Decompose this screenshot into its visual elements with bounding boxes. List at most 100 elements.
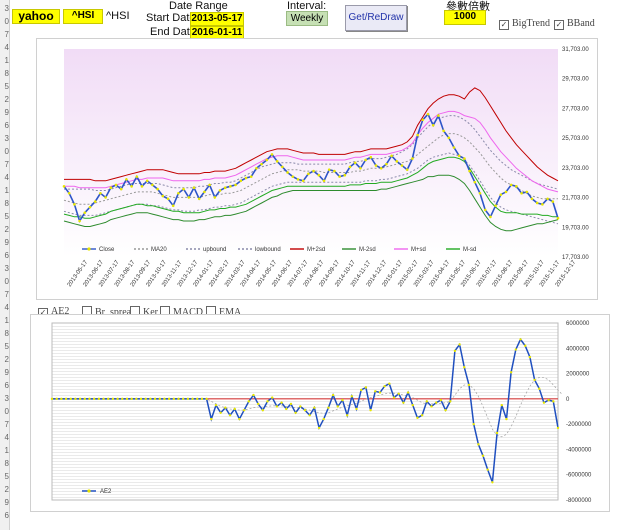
ae2-point: [547, 398, 550, 402]
series-lowbound: [63, 152, 559, 225]
ae2-point: [364, 386, 368, 389]
ae2-point: [74, 397, 77, 401]
ae2-point: [327, 406, 330, 409]
ae2-point: [285, 407, 288, 411]
ae2-point: [538, 387, 541, 390]
start-date-field[interactable]: 2013-05-17: [190, 12, 244, 26]
ae2-point: [219, 411, 222, 414]
row-number: 1: [4, 316, 9, 325]
close-point: [400, 164, 404, 167]
close-point: [119, 187, 123, 191]
close-point: [437, 114, 440, 117]
option-label: AE2: [51, 306, 70, 317]
ae2-point: [434, 401, 438, 404]
close-point: [187, 196, 191, 199]
close-point: [327, 168, 331, 171]
ae2-point: [467, 383, 471, 387]
legend-label: M+2sd: [307, 247, 325, 253]
ae2-point: [322, 417, 325, 421]
option-label: MACD: [173, 307, 204, 318]
close-point: [161, 194, 165, 198]
close-point: [99, 191, 102, 195]
ae2-point: [102, 397, 105, 401]
row-number: 1: [4, 446, 9, 455]
close-point: [265, 158, 269, 162]
ae2-point: [111, 397, 115, 401]
ae2-point: [369, 409, 372, 412]
legend-marker: [87, 489, 91, 493]
ae2-point: [247, 400, 250, 403]
y-tick-label: 23,703.00: [562, 166, 589, 172]
row-number: 7: [4, 290, 9, 299]
close-point: [411, 157, 414, 160]
row-number: 3: [4, 134, 9, 143]
close-point: [520, 191, 523, 195]
close-point: [312, 169, 315, 173]
row-number: 0: [4, 147, 9, 156]
close-point: [135, 175, 139, 178]
y-tick-label: 6000000: [566, 321, 590, 327]
close-point: [140, 185, 144, 188]
close-point: [229, 185, 232, 188]
close-point: [504, 190, 508, 194]
y-tick-label: 31,703.00: [562, 47, 589, 53]
ae2-point: [139, 397, 143, 401]
close-point: [93, 200, 97, 203]
close-point: [239, 179, 243, 183]
ae2-point: [514, 348, 518, 351]
ae2-point: [341, 398, 344, 402]
row-number: 0: [4, 17, 9, 26]
ae2-point: [177, 397, 180, 401]
ae2-point: [224, 406, 227, 409]
close-point: [281, 165, 284, 169]
ae2-point: [214, 403, 218, 407]
ae2-point: [167, 397, 171, 401]
close-point: [447, 136, 451, 140]
legend-label: M-2sd: [359, 247, 376, 253]
close-point: [223, 186, 227, 190]
bband-checkbox[interactable]: ✓ BBand: [554, 18, 595, 30]
close-point: [369, 155, 373, 159]
symbol-field[interactable]: ^HSI: [63, 9, 103, 24]
ae2-point: [388, 382, 391, 385]
ae2-point: [107, 397, 110, 401]
close-point: [426, 112, 430, 116]
close-point: [83, 211, 87, 214]
close-point: [62, 185, 66, 188]
source-field[interactable]: yahoo: [12, 9, 60, 24]
row-number: 7: [4, 30, 9, 39]
ae2-indicator-chart: 6000000 4000000 2000000 0 -2000000 -4000000 -6…: [30, 314, 610, 512]
close-point: [67, 191, 71, 195]
ae2-point: [289, 402, 293, 406]
close-point: [374, 164, 378, 167]
close-point: [145, 179, 149, 183]
checkbox-check-icon: ✓: [554, 20, 564, 30]
close-point: [296, 178, 300, 181]
ae2-point: [83, 397, 86, 401]
option-label: Br_spread: [95, 307, 137, 318]
close-point: [88, 205, 92, 209]
close-point: [218, 189, 222, 192]
bband-label: BBand: [567, 18, 595, 29]
ae2-point: [345, 414, 349, 417]
end-date-label: End Date:: [150, 26, 199, 38]
ae2-point: [149, 397, 152, 401]
ae2-point: [439, 398, 443, 402]
spreadsheet-row-header: [0, 0, 10, 530]
y-tick-label: -2000000: [566, 422, 592, 428]
bigtrend-checkbox[interactable]: ✓ BigTrend: [499, 18, 550, 30]
row-number: 9: [4, 108, 9, 117]
close-point: [499, 193, 503, 196]
interval-field[interactable]: Weekly: [286, 11, 328, 26]
close-point: [270, 153, 274, 156]
close-point: [182, 187, 185, 191]
close-point: [405, 168, 409, 171]
multiplier-field[interactable]: 1000: [444, 10, 486, 25]
ae2-point: [271, 396, 274, 399]
ae2-point: [64, 397, 68, 401]
row-number: 9: [4, 498, 9, 507]
get-redraw-button[interactable]: Get/ReDraw: [345, 5, 407, 31]
ae2-point: [294, 411, 297, 414]
legend-marker: [87, 247, 91, 251]
close-point: [483, 208, 487, 212]
